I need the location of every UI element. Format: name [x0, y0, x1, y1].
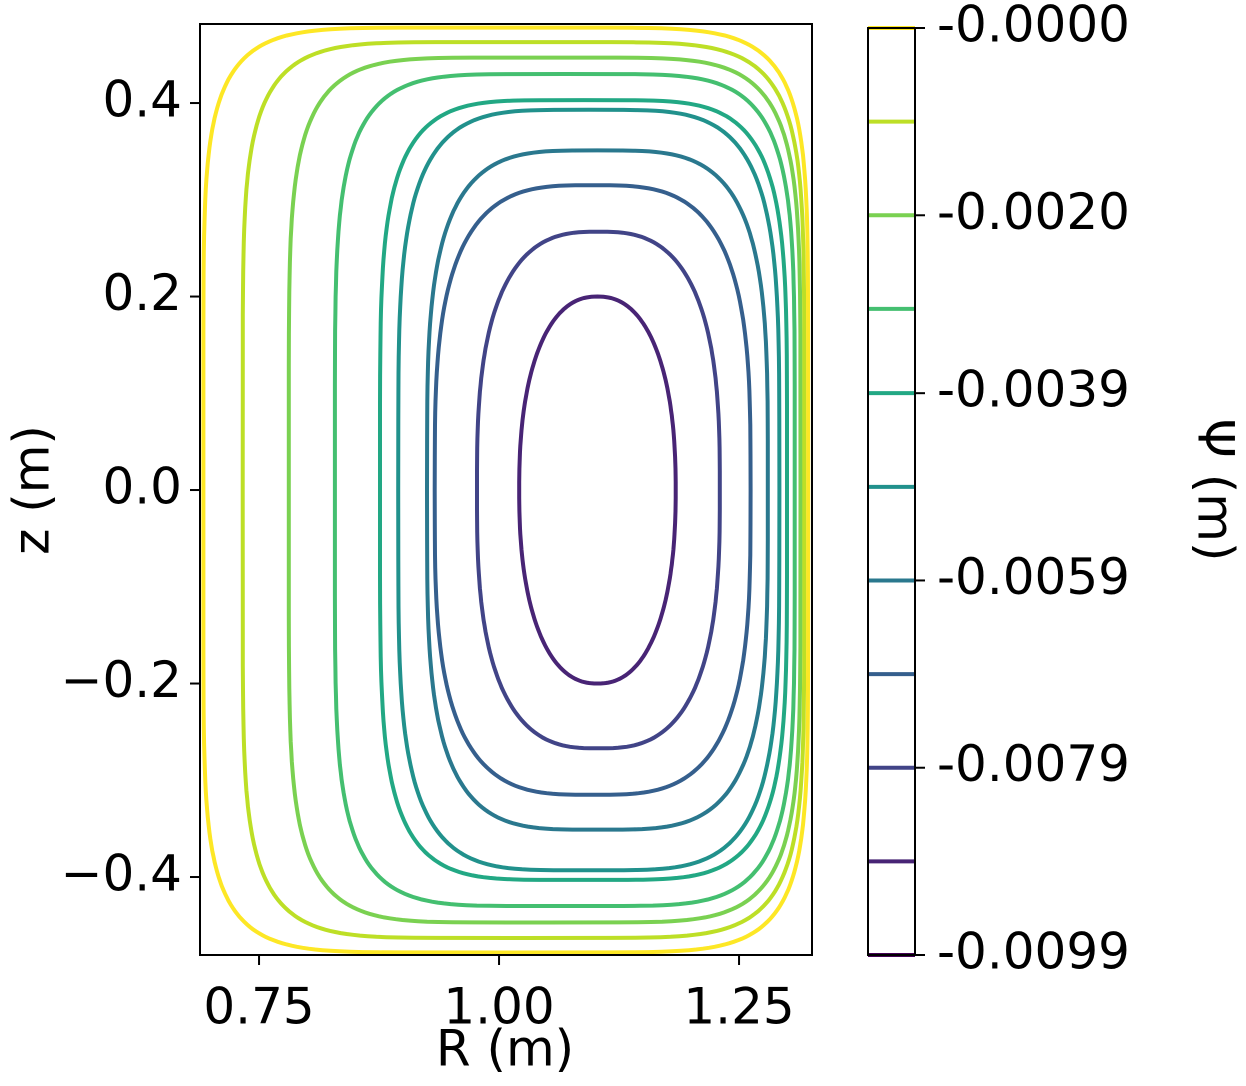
y-tick-label: 0.2 [102, 264, 182, 322]
colorbar-tick-label: -0.0020 [937, 183, 1130, 241]
contour-line [475, 229, 722, 751]
colorbar-tick-label: -0.0099 [937, 923, 1130, 981]
colorbar-tick-label: -0.0039 [937, 361, 1130, 419]
contour-line [286, 55, 803, 925]
contour-line [240, 40, 807, 941]
y-tick-label: −0.4 [61, 845, 182, 903]
y-tick-label: 0.4 [102, 71, 182, 129]
colorbar-tick-label: -0.0059 [937, 548, 1130, 606]
x-tick-label: 1.00 [443, 978, 554, 1036]
colorbar-tick-label: -0.0000 [937, 0, 1130, 54]
contour-line [332, 71, 797, 908]
contour-line [396, 107, 782, 873]
y-tick-label: 0.0 [102, 458, 182, 516]
colorbar-tick-label: -0.0079 [937, 735, 1130, 793]
contour-line [432, 183, 753, 797]
colorbar-label: Ψ (m) [1187, 419, 1245, 562]
x-axis-label: R (m) [436, 1020, 574, 1078]
contour-line [517, 294, 678, 686]
colorbar-frame [867, 27, 916, 956]
contour-line [201, 25, 811, 955]
y-axis-label: z (m) [3, 425, 61, 555]
contour-line [378, 98, 789, 882]
x-tick-label: 1.25 [683, 978, 794, 1036]
contour-line [424, 148, 770, 832]
x-tick-label: 0.75 [203, 978, 314, 1036]
y-tick-label: −0.2 [61, 651, 182, 709]
